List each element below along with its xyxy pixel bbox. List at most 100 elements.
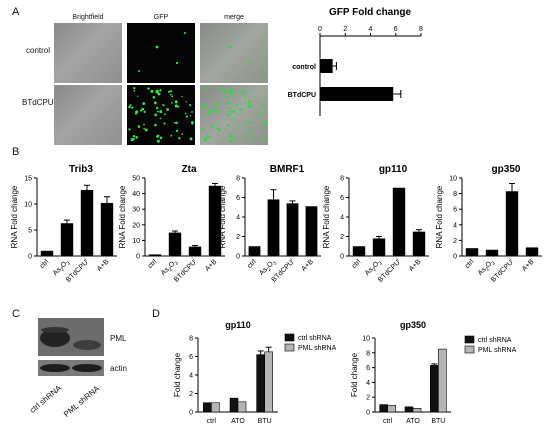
gfp-cell-dot bbox=[153, 101, 157, 105]
gfp-cell-dot bbox=[147, 87, 150, 90]
gfp-cell-dot bbox=[181, 95, 183, 98]
y-tick-label: 0 bbox=[28, 254, 32, 261]
merge-cell-dot bbox=[227, 113, 230, 117]
gfp-cell-dot bbox=[177, 105, 180, 108]
merge-cell-dot bbox=[258, 115, 262, 118]
gfp-fold-change-chart: GFP Fold change 0 2 4 6 8 control BTdCPU bbox=[288, 7, 423, 116]
gfp-cell-dot bbox=[175, 129, 179, 132]
gfp-cell-dot bbox=[133, 137, 136, 140]
x-tick-label-btu: BTU bbox=[431, 418, 445, 425]
bar-ctrl bbox=[352, 246, 366, 256]
legend-swatch-pml-shrna bbox=[284, 343, 295, 352]
legend-label-ctrl-shrna: ctrl shRNA bbox=[298, 335, 332, 342]
gfp-cell-dot bbox=[178, 137, 181, 140]
merge-cell-dot bbox=[239, 108, 242, 111]
gfp-cell-dot bbox=[189, 137, 193, 141]
gfp-cell-dot bbox=[128, 105, 131, 109]
gfp-control-dots bbox=[138, 32, 186, 72]
gfp-cell-dot bbox=[143, 123, 145, 126]
merge-cell-dot bbox=[262, 115, 265, 117]
merge-cell-dot bbox=[208, 136, 211, 139]
merge-cell-dot bbox=[251, 137, 254, 140]
panel-b-letter: B bbox=[12, 146, 20, 158]
merge-cell-dot bbox=[207, 112, 211, 115]
gfp-cell-dot bbox=[184, 112, 187, 115]
chart-title: gp110 bbox=[379, 164, 408, 175]
merge-cell-dot bbox=[254, 133, 256, 136]
gfp-cell-dot bbox=[142, 102, 146, 105]
merge-cell-dot bbox=[232, 117, 235, 120]
merge-control-dots bbox=[228, 45, 252, 65]
gfp-cell-dot bbox=[150, 89, 154, 93]
y-axis-label: RNA Fold change bbox=[435, 185, 444, 248]
gfp-cell-dot bbox=[143, 127, 145, 130]
lane-label-ctrl-shrna: ctrl shRNA bbox=[28, 383, 64, 415]
bar-btu-pml-shrna bbox=[438, 348, 447, 413]
merge-cell-dot bbox=[229, 139, 233, 143]
y-tick-label: 30 bbox=[132, 207, 140, 214]
y-axis-label: RNA Fold change bbox=[218, 185, 227, 248]
gfp-cell-dot bbox=[156, 135, 159, 138]
merge-cell-dot bbox=[229, 110, 232, 113]
row-label-btdcpu: BTdCPU bbox=[22, 98, 54, 107]
y-tick-label: 4 bbox=[236, 215, 240, 222]
x-tick-label-ctrl: ctrl bbox=[351, 258, 363, 270]
x-tick-label-btu: BTU bbox=[258, 418, 272, 425]
bar-a-b bbox=[100, 202, 114, 256]
gfp-cell-dot bbox=[156, 139, 160, 143]
y-tick-label: 20 bbox=[132, 222, 140, 229]
chart-title: Trib3 bbox=[69, 164, 93, 175]
merge-cell-dot bbox=[242, 90, 246, 93]
merge-cell-dot bbox=[247, 104, 251, 108]
bar-btdcpu bbox=[392, 187, 406, 256]
actin-band-label: actin bbox=[110, 364, 127, 373]
merge-cell-dot bbox=[206, 137, 209, 140]
gfp-cell-dot bbox=[170, 134, 173, 137]
gfp-cell-dot bbox=[152, 96, 156, 99]
bar-ctrl bbox=[40, 250, 54, 256]
y-tick-label: 40 bbox=[132, 191, 140, 198]
gfp-cell-dot bbox=[189, 104, 192, 107]
bar-control bbox=[320, 59, 333, 73]
x-tick-label-ctrl: ctrl bbox=[147, 258, 159, 270]
merge-cell-dot bbox=[208, 110, 212, 114]
bar-ctrl-ctrl-shrna bbox=[203, 402, 212, 413]
gp350-knockdown-chart: gp350 Fold change 0 2 4 6 8 10 ctrl ATO BTU ctrl sh… bbox=[350, 320, 517, 425]
chart-title: BMRF1 bbox=[270, 164, 305, 175]
bar-btdcpu bbox=[188, 246, 202, 256]
gfp-cell-dot bbox=[139, 109, 143, 112]
merge-cell-dot bbox=[232, 110, 236, 114]
y-tick-label: 2 bbox=[366, 395, 370, 402]
merge-control-image bbox=[200, 23, 268, 83]
y-tick-label: 0 bbox=[236, 254, 240, 261]
x-tick-label: 6 bbox=[394, 26, 398, 33]
pml-band-label: PML bbox=[110, 334, 127, 343]
gfp-cell-dot bbox=[130, 138, 134, 142]
brightfield-btdcpu-image bbox=[54, 85, 122, 145]
bar-ato-ctrl-shrna bbox=[404, 406, 414, 413]
bar-btdcpu bbox=[320, 87, 394, 101]
actin-blot bbox=[38, 360, 104, 376]
gfp-cell-dot bbox=[159, 136, 163, 140]
gfp-cell-dot bbox=[135, 136, 138, 139]
gfp-cell-dot bbox=[181, 133, 183, 136]
bar-a-b bbox=[525, 247, 539, 256]
x-tick-label-ctrl: ctrl bbox=[39, 258, 51, 270]
gfp-cell-dot bbox=[173, 121, 176, 124]
y-tick-label: 6 bbox=[189, 354, 193, 361]
row-label-control: control bbox=[26, 46, 51, 55]
merge-cell-dot bbox=[220, 87, 223, 90]
chart-title: gp350 bbox=[400, 320, 426, 330]
y-tick-label: 0 bbox=[453, 254, 457, 261]
merge-cell-dot bbox=[244, 95, 247, 98]
merge-cell-dot bbox=[243, 134, 246, 137]
bar-a-b bbox=[305, 206, 318, 256]
gfp-cell-dot bbox=[185, 101, 188, 103]
merge-cell-dot bbox=[236, 104, 238, 107]
y-tick-label: 15 bbox=[24, 176, 32, 183]
panel-d-letter: D bbox=[152, 308, 160, 320]
bar-btdcpu bbox=[505, 191, 519, 256]
merge-cell-dot bbox=[217, 128, 221, 132]
bar-as2o3 bbox=[485, 249, 499, 256]
legend-swatch-pml-shrna bbox=[464, 345, 475, 354]
